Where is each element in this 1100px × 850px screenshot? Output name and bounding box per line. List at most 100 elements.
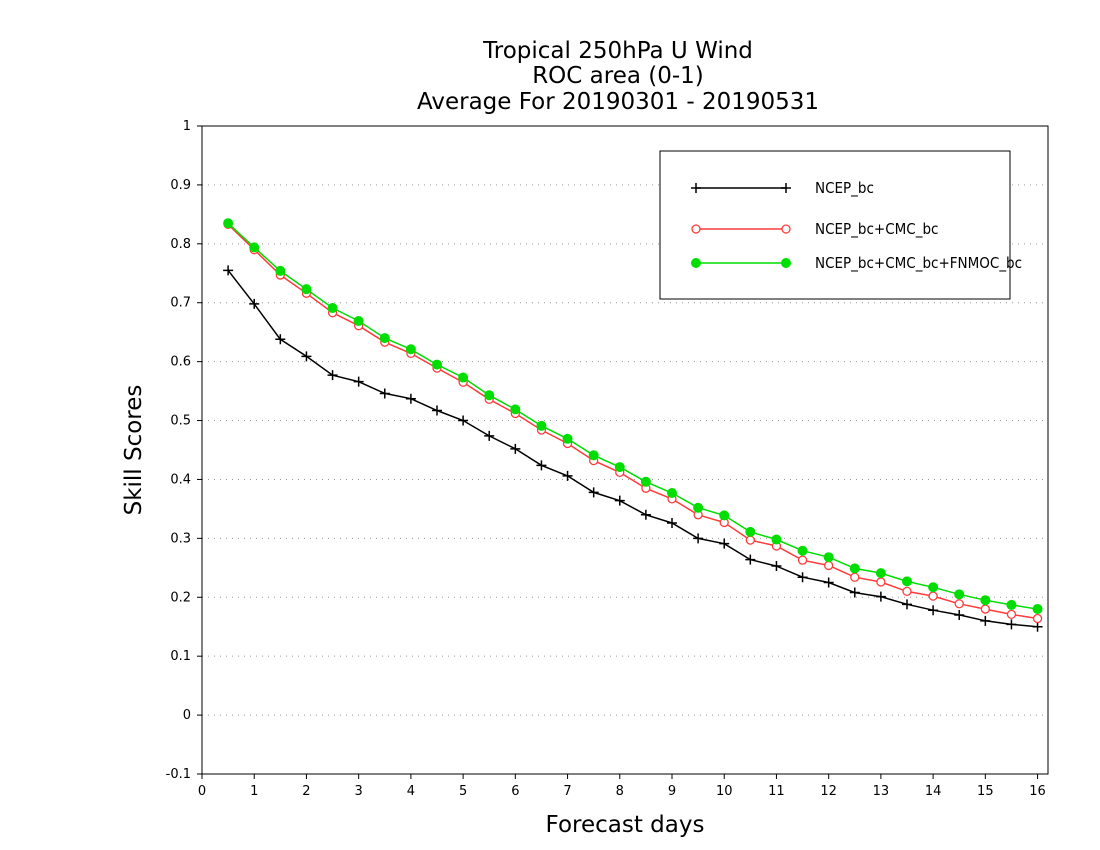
data-point bbox=[1032, 621, 1043, 632]
data-point bbox=[1006, 599, 1017, 610]
data-point bbox=[301, 284, 312, 295]
y-tick-label: 1 bbox=[183, 119, 191, 134]
data-point bbox=[876, 577, 886, 587]
legend-label: NCEP_bc+CMC_bc+FNMOC_bc bbox=[815, 254, 1022, 273]
x-tick-label: 8 bbox=[616, 784, 624, 799]
data-point bbox=[875, 591, 886, 602]
x-tick-label: 2 bbox=[302, 784, 310, 799]
y-tick-label: 0.8 bbox=[170, 237, 191, 252]
data-point bbox=[275, 265, 286, 276]
data-point bbox=[301, 351, 312, 362]
data-point bbox=[353, 315, 364, 326]
series-line bbox=[227, 269, 1038, 628]
data-point bbox=[797, 555, 808, 565]
data-point bbox=[771, 534, 782, 545]
data-point bbox=[405, 344, 416, 355]
series-1 bbox=[223, 265, 1043, 632]
data-point bbox=[719, 510, 730, 521]
data-point bbox=[849, 563, 860, 574]
data-point bbox=[536, 460, 547, 471]
legend-marker bbox=[691, 224, 701, 234]
data-point bbox=[954, 589, 965, 600]
data-point bbox=[823, 552, 834, 563]
data-point bbox=[223, 265, 234, 276]
x-tick-label: 1 bbox=[250, 784, 258, 799]
title-line-1: Tropical 250hPa U Wind bbox=[482, 38, 753, 64]
data-point bbox=[823, 577, 834, 588]
data-point bbox=[588, 487, 599, 498]
data-point bbox=[745, 535, 755, 545]
data-point bbox=[693, 533, 704, 544]
data-point bbox=[353, 376, 364, 387]
legend-marker bbox=[691, 258, 701, 268]
data-point bbox=[432, 405, 442, 416]
x-tick-label: 11 bbox=[768, 784, 785, 799]
data-point bbox=[693, 502, 704, 513]
data-point bbox=[1006, 619, 1017, 630]
data-point bbox=[562, 433, 573, 444]
legend-entry-2: NCEP_bc+CMC_bc bbox=[691, 220, 938, 239]
data-point bbox=[954, 609, 965, 620]
y-tick-label: 0.4 bbox=[170, 472, 191, 487]
series-3 bbox=[223, 218, 1043, 615]
data-point bbox=[954, 599, 964, 609]
data-point bbox=[902, 576, 912, 587]
y-tick-label: 0.1 bbox=[170, 649, 191, 664]
data-point bbox=[640, 476, 651, 487]
x-tick-label: 15 bbox=[977, 784, 994, 799]
data-point bbox=[849, 587, 860, 598]
x-tick-label: 4 bbox=[407, 784, 415, 799]
x-tick-label: 10 bbox=[716, 784, 733, 799]
x-tick-label: 6 bbox=[511, 784, 519, 799]
x-tick-label: 16 bbox=[1029, 784, 1046, 799]
x-tick-label: 12 bbox=[820, 784, 837, 799]
data-point bbox=[510, 443, 521, 454]
data-point bbox=[928, 605, 939, 616]
data-point bbox=[980, 604, 990, 614]
legend-entry-1: NCEP_bc bbox=[691, 179, 874, 198]
x-tick-label: 0 bbox=[198, 784, 206, 799]
data-point bbox=[928, 582, 939, 593]
x-axis: 0 1 2 3 4 5 6 7 8 9 10 11 12 13 14 15 16 bbox=[198, 774, 1046, 799]
plot-frame bbox=[201, 125, 1049, 775]
y-axis: -0.1 0 0.1 0.2 0.3 0.4 0.5 0.6 0.7 0.8 0.9 1 bbox=[166, 119, 202, 782]
data-point bbox=[249, 242, 260, 253]
legend-box bbox=[659, 150, 1011, 300]
data-point bbox=[667, 488, 677, 499]
legend-marker bbox=[781, 183, 791, 193]
x-tick-label: 9 bbox=[668, 784, 676, 799]
data-point bbox=[1032, 604, 1043, 615]
x-tick-label: 13 bbox=[873, 784, 890, 799]
y-tick-label: 0.3 bbox=[170, 531, 191, 546]
data-point bbox=[797, 572, 808, 583]
y-tick-label: 0.2 bbox=[170, 590, 191, 605]
data-point bbox=[902, 586, 912, 597]
legend-marker bbox=[781, 224, 791, 234]
data-point bbox=[980, 595, 991, 606]
data-point bbox=[771, 561, 782, 572]
y-axis-label: Skill Scores bbox=[121, 385, 147, 516]
legend: NCEP_bc NCEP_bc+CMC_bc NCEP_bc+CMC_bc+FNMO… bbox=[659, 150, 1022, 300]
y-tick-label: 0.5 bbox=[170, 414, 191, 429]
data-point bbox=[458, 415, 469, 426]
data-point bbox=[614, 462, 625, 473]
data-point bbox=[1032, 613, 1043, 624]
data-point bbox=[928, 591, 938, 601]
legend-label: NCEP_bc+CMC_bc bbox=[815, 220, 938, 239]
data-point bbox=[667, 518, 677, 529]
data-point bbox=[562, 470, 573, 481]
data-point bbox=[510, 404, 521, 415]
data-point bbox=[432, 359, 442, 370]
data-point bbox=[640, 509, 651, 520]
chart-title: Tropical 250hPa U Wind ROC area (0-1) Av… bbox=[417, 38, 819, 115]
series-layer bbox=[223, 218, 1043, 632]
x-tick-label: 5 bbox=[459, 784, 467, 799]
x-axis-label: Forecast days bbox=[546, 812, 705, 838]
data-point bbox=[797, 545, 808, 556]
legend-label: NCEP_bc bbox=[815, 179, 874, 198]
data-point bbox=[379, 388, 390, 399]
data-point bbox=[379, 333, 390, 344]
data-point bbox=[275, 334, 286, 345]
data-point bbox=[536, 420, 547, 431]
